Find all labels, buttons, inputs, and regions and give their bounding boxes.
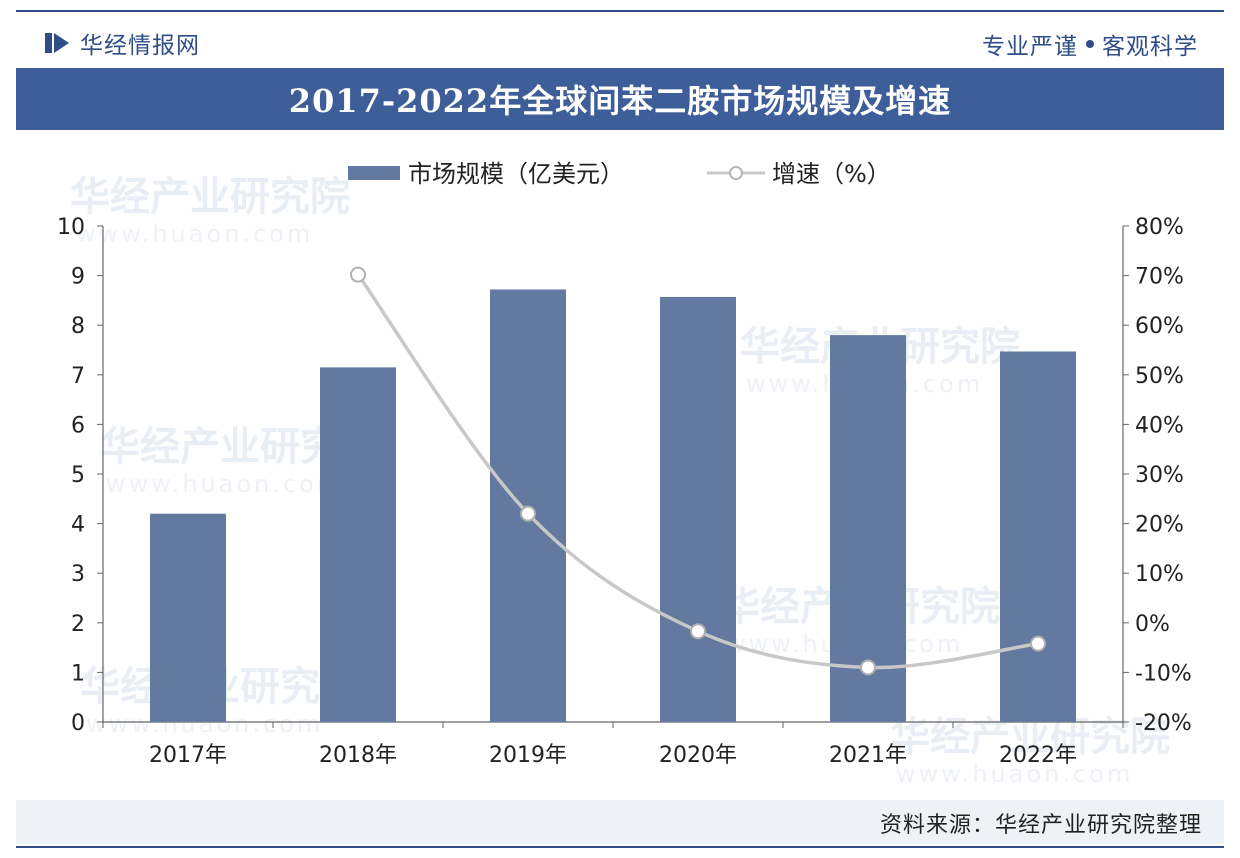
chart-title: 2017-2022年全球间苯二胺市场规模及增速 bbox=[288, 82, 952, 120]
y-left-tick-label: 7 bbox=[71, 364, 85, 389]
growth-point bbox=[520, 505, 536, 522]
top-rule bbox=[16, 10, 1224, 12]
x-tick-label: 2018年 bbox=[319, 743, 397, 768]
footer-bar: 资料来源：华经产业研究院整理 bbox=[16, 800, 1224, 844]
slogan-left: 专业严谨 bbox=[982, 34, 1078, 60]
bar-market-size bbox=[1000, 351, 1076, 722]
y-left-tick-label: 6 bbox=[71, 413, 85, 438]
bar-market-size bbox=[830, 335, 906, 722]
y-left-tick-label: 4 bbox=[71, 513, 85, 538]
axes: 0 1 2 3 4 5 6 7 8 9 10 -20% -10% 0% 10% 20% 30% 40% 50% 60%… bbox=[57, 215, 1192, 768]
bar-market-size bbox=[320, 367, 396, 722]
y-left-tick-label: 0 bbox=[71, 711, 85, 736]
legend-bar-swatch bbox=[348, 166, 400, 180]
x-tick-label: 2020年 bbox=[659, 743, 737, 768]
source-note: 资料来源：华经产业研究院整理 bbox=[879, 813, 1202, 838]
x-tick-label: 2021年 bbox=[829, 743, 907, 768]
legend-label-market-size: 市场规模（亿美元） bbox=[408, 160, 624, 188]
header: 华经情报网 专业严谨 客观科学 bbox=[16, 14, 1224, 68]
watermark-url: www.huaon.com bbox=[106, 470, 343, 498]
bar-market-size bbox=[660, 296, 736, 722]
x-tick-label: 2017年 bbox=[149, 743, 227, 768]
y-left-tick-label: 10 bbox=[57, 215, 85, 240]
growth-point bbox=[1030, 635, 1046, 652]
y-right-tick-label: -10% bbox=[1135, 661, 1192, 686]
y-right-tick-label: 20% bbox=[1135, 513, 1184, 538]
chart-svg: 华经产业研究院www.huaon.com华经产业研究院www.huaon.com… bbox=[57, 160, 1192, 788]
x-tick-label: 2022年 bbox=[999, 743, 1077, 768]
y-left-tick-label: 5 bbox=[71, 463, 85, 488]
y-left-tick-label: 3 bbox=[71, 562, 85, 587]
growth-point bbox=[860, 659, 876, 676]
watermark-url: www.huaon.com bbox=[896, 760, 1133, 788]
legend: 市场规模（亿美元） 增速（%） bbox=[348, 160, 891, 188]
watermark-text: 华经产业研究院 bbox=[70, 174, 350, 220]
y-right-tick-label: -20% bbox=[1135, 711, 1192, 736]
y-right-tick-label: 60% bbox=[1135, 314, 1184, 339]
brand: 华经情报网 bbox=[44, 26, 200, 60]
y-right-tick-label: 70% bbox=[1135, 265, 1184, 290]
y-left-tick-label: 9 bbox=[71, 265, 85, 290]
bottom-rule bbox=[16, 846, 1224, 848]
bar-market-size bbox=[150, 513, 226, 722]
growth-point bbox=[350, 266, 366, 283]
brand-logo-icon bbox=[45, 33, 69, 53]
growth-point bbox=[690, 623, 706, 640]
legend-line-marker bbox=[729, 166, 743, 180]
x-tick-label: 2019年 bbox=[489, 743, 567, 768]
y-right-tick-label: 0% bbox=[1135, 612, 1170, 637]
growth-line bbox=[350, 266, 1046, 676]
chart-area: 华经产业研究院 www.huaon.com 华经产业研究院 www.huaon.com… bbox=[0, 130, 1240, 800]
y-right-tick-label: 10% bbox=[1135, 562, 1184, 587]
y-right-tick-label: 30% bbox=[1135, 463, 1184, 488]
growth-line-path bbox=[356, 273, 1039, 670]
brand-name: 华经情报网 bbox=[80, 33, 200, 59]
slogan-right: 客观科学 bbox=[1102, 34, 1198, 60]
y-right-tick-label: 40% bbox=[1135, 413, 1184, 438]
legend-label-growth: 增速（%） bbox=[772, 160, 891, 188]
y-left-tick-label: 8 bbox=[71, 314, 85, 339]
y-left-tick-label: 1 bbox=[71, 661, 85, 686]
watermark-url: www.huaon.com bbox=[76, 220, 313, 248]
title-bar: 2017-2022年全球间苯二胺市场规模及增速 bbox=[16, 68, 1224, 130]
slogan-dot-icon bbox=[1086, 40, 1094, 48]
y-right-tick-label: 50% bbox=[1135, 364, 1184, 389]
slogan: 专业严谨 客观科学 bbox=[982, 27, 1198, 61]
y-left-tick-label: 2 bbox=[71, 612, 85, 637]
y-right-tick-label: 80% bbox=[1135, 215, 1184, 240]
